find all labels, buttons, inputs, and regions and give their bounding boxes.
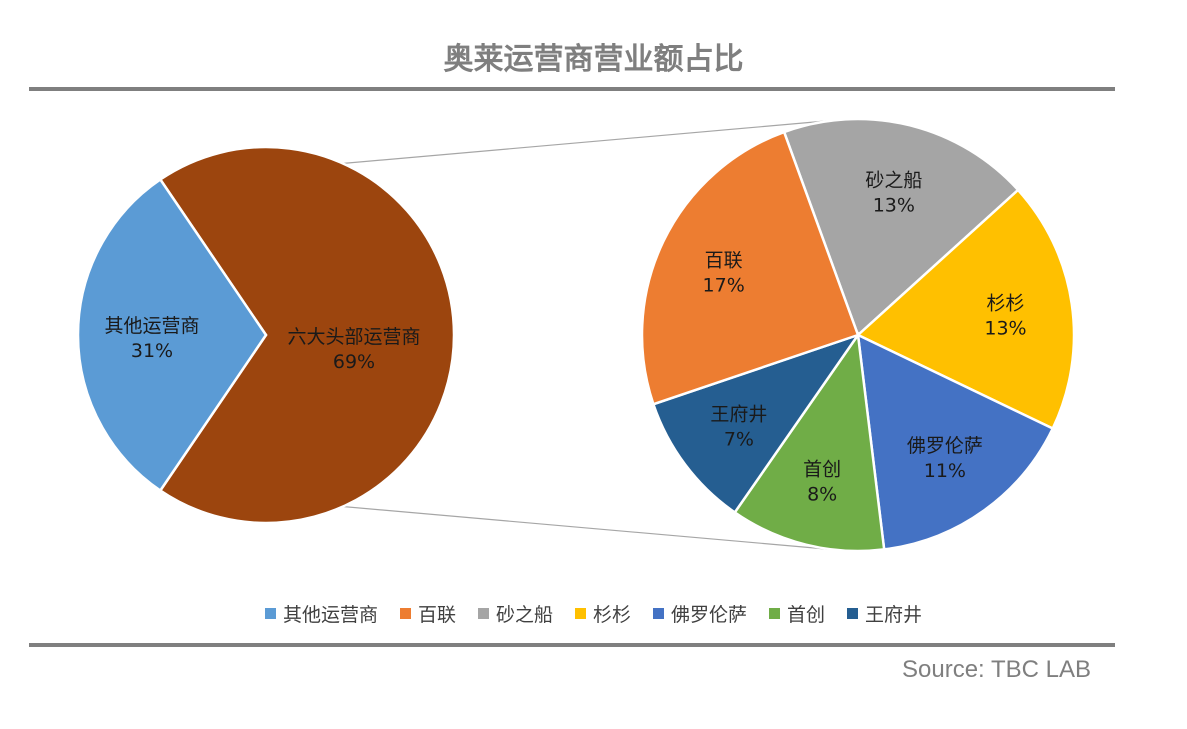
legend-label: 佛罗伦萨 [671,604,748,626]
pie-slice [855,188,1076,431]
slice-value-label: 11% [924,460,966,482]
pie-slice [782,117,1020,338]
chart-title: 奥莱运营商营业额占比 [443,42,744,77]
pie-slice [640,130,860,406]
slice-label: 杉杉 [986,293,1024,315]
legend-swatch [769,608,781,619]
legend-item: 佛罗伦萨 [653,600,747,627]
legend-swatch [399,608,411,619]
slice-value-label: 8% [807,484,837,506]
legend-item: 首创 [769,600,825,627]
pie-slice [651,332,862,515]
legend-item: 砂之船 [477,600,553,627]
slice-value-label: 7% [724,429,754,451]
legend-item: 其他运营商 [264,600,378,627]
slice-label: 百联 [705,249,743,271]
slice-label: 首创 [803,459,841,481]
legend-item: 百联 [399,600,456,627]
slice-value-label: 17% [703,274,745,296]
legend-label: 砂之船 [495,604,553,626]
slice-label: 砂之船 [865,169,922,191]
legend-swatch [477,608,489,619]
slice-label: 王府井 [710,404,767,426]
slice-value-label: 69% [333,351,375,373]
slice-label: 佛罗伦萨 [907,435,983,457]
legend-swatch [653,608,664,619]
legend-label: 其他运营商 [282,604,378,626]
top-divider [29,87,1115,91]
legend-label: 杉杉 [592,604,631,626]
legend-item: 王府井 [847,600,922,627]
pie-slice [158,145,456,525]
bottom-divider [29,643,1115,647]
slice-label: 其他运营商 [104,315,199,337]
source-note: Source: TBC LAB [902,656,1091,683]
slice-value-label: 31% [131,340,173,362]
slice-value-label: 13% [873,194,915,216]
legend-swatch [574,608,586,619]
legend-label: 首创 [787,604,826,626]
slice-label: 六大头部运营商 [287,326,420,348]
legend-label: 百联 [417,604,456,626]
legend-label: 王府井 [865,604,923,626]
pie-slice [856,332,1055,551]
legend-item: 杉杉 [574,600,631,627]
legend-swatch [264,608,276,619]
slice-value-label: 13% [984,318,1026,340]
legend-swatch [847,608,859,619]
chart-legend: 其他运营商 百联 砂之船 杉杉 佛罗伦萨 首创 王府井 [0,600,1187,627]
pie-slice [76,177,268,493]
pie-slice [733,331,886,553]
